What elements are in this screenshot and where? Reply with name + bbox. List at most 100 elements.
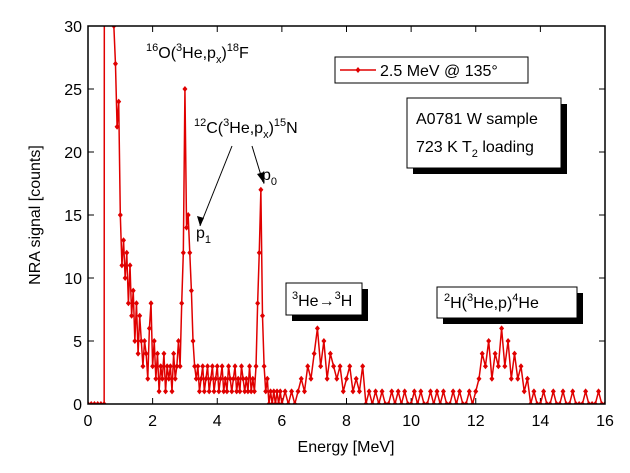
x-tick-label: 4 [213,413,222,430]
data-point [122,275,128,281]
data-point [379,388,385,395]
data-point [321,338,327,344]
text-box [436,286,578,319]
data-point [515,375,521,382]
data-point [235,375,241,382]
data-point [473,388,479,395]
annotation-part: 3 [467,292,473,304]
annotation-part: ) [269,120,274,137]
data-point [179,300,185,307]
data-point [224,388,230,395]
data-point [261,363,267,370]
data-point [201,388,207,395]
data-point [508,375,514,382]
data-point [185,212,191,218]
annotation-part: O( [158,45,176,62]
data-point [395,388,401,395]
data-point [156,388,162,395]
data-point [209,363,215,370]
data-point [211,388,217,395]
annotation-part: 2 [472,148,478,160]
data-point [196,388,202,395]
plot-frame [87,25,606,405]
legend-marker [355,67,361,73]
data-point [311,350,317,357]
data-point [301,388,307,395]
data-point [250,375,256,382]
data-point [308,375,314,382]
annotation-part: x [216,54,222,66]
annotation: 16O(3He,px)18F [146,42,249,66]
data-point [217,375,223,382]
data-point [167,363,173,370]
annotation-part: 12 [194,117,206,129]
data-point [164,363,170,370]
data-point [117,212,123,218]
data-point [337,363,343,370]
data-point [124,249,130,256]
data-point [492,350,498,357]
data-point [495,363,501,370]
annotation-part: 0 [271,176,277,188]
data-point [163,388,169,395]
data-point [344,375,349,382]
data-point [151,338,157,344]
data-point [219,363,225,370]
x-tick-label: 12 [467,413,485,430]
data-point [518,363,524,370]
y-tick-label: 0 [73,397,82,414]
y-axis-label: NRA signal [counts] [27,145,44,285]
annotation-part: 15 [274,117,286,129]
annotation-part: 4 [512,292,518,304]
data-point [203,375,209,382]
data-point [146,325,152,332]
data-point [208,375,214,382]
data-point [174,363,180,370]
annotation-part: 3 [335,290,341,302]
data-point [230,375,236,382]
data-point [274,388,280,395]
data-point [130,287,136,294]
data-point [248,388,254,395]
data-point [187,249,193,256]
data-point [334,375,340,382]
data-point [305,363,311,370]
data-point [192,363,198,370]
arrow-head [197,216,204,226]
data-point [347,363,353,370]
data-point [125,300,131,307]
data-point [479,350,485,357]
text-box [406,97,562,169]
data-point [289,388,295,395]
annotation-part: p [196,225,205,242]
legend-label: 2.5 MeV @ 135° [380,63,498,80]
data-point [298,375,304,382]
data-point [216,388,222,395]
annotation-part: 3 [223,117,229,129]
data-point [418,388,424,395]
annotation-part: He [298,293,319,310]
annotation: p1 [196,225,211,246]
data-point [353,375,359,382]
data-point [466,388,472,395]
data-point [198,375,204,382]
annotation-part: 3 [176,42,182,54]
data-point [596,388,602,395]
text-box [285,282,363,316]
annotation-part: He,p [182,45,216,62]
data-point [232,363,238,370]
x-axis-label: Energy [MeV] [298,439,395,456]
data-point [258,186,264,193]
data-point [253,363,259,370]
data-point [140,363,146,370]
data-point [411,388,417,395]
data-point [214,363,220,370]
data-point [222,375,228,382]
annotation-part: 16 [146,42,158,54]
data-point [255,300,261,307]
arrow-head [257,172,264,182]
annotation-part: He,p [229,120,263,137]
data-point [428,388,434,395]
data-point [264,375,270,382]
annotation: 2H(3He,p)4He [444,292,539,312]
